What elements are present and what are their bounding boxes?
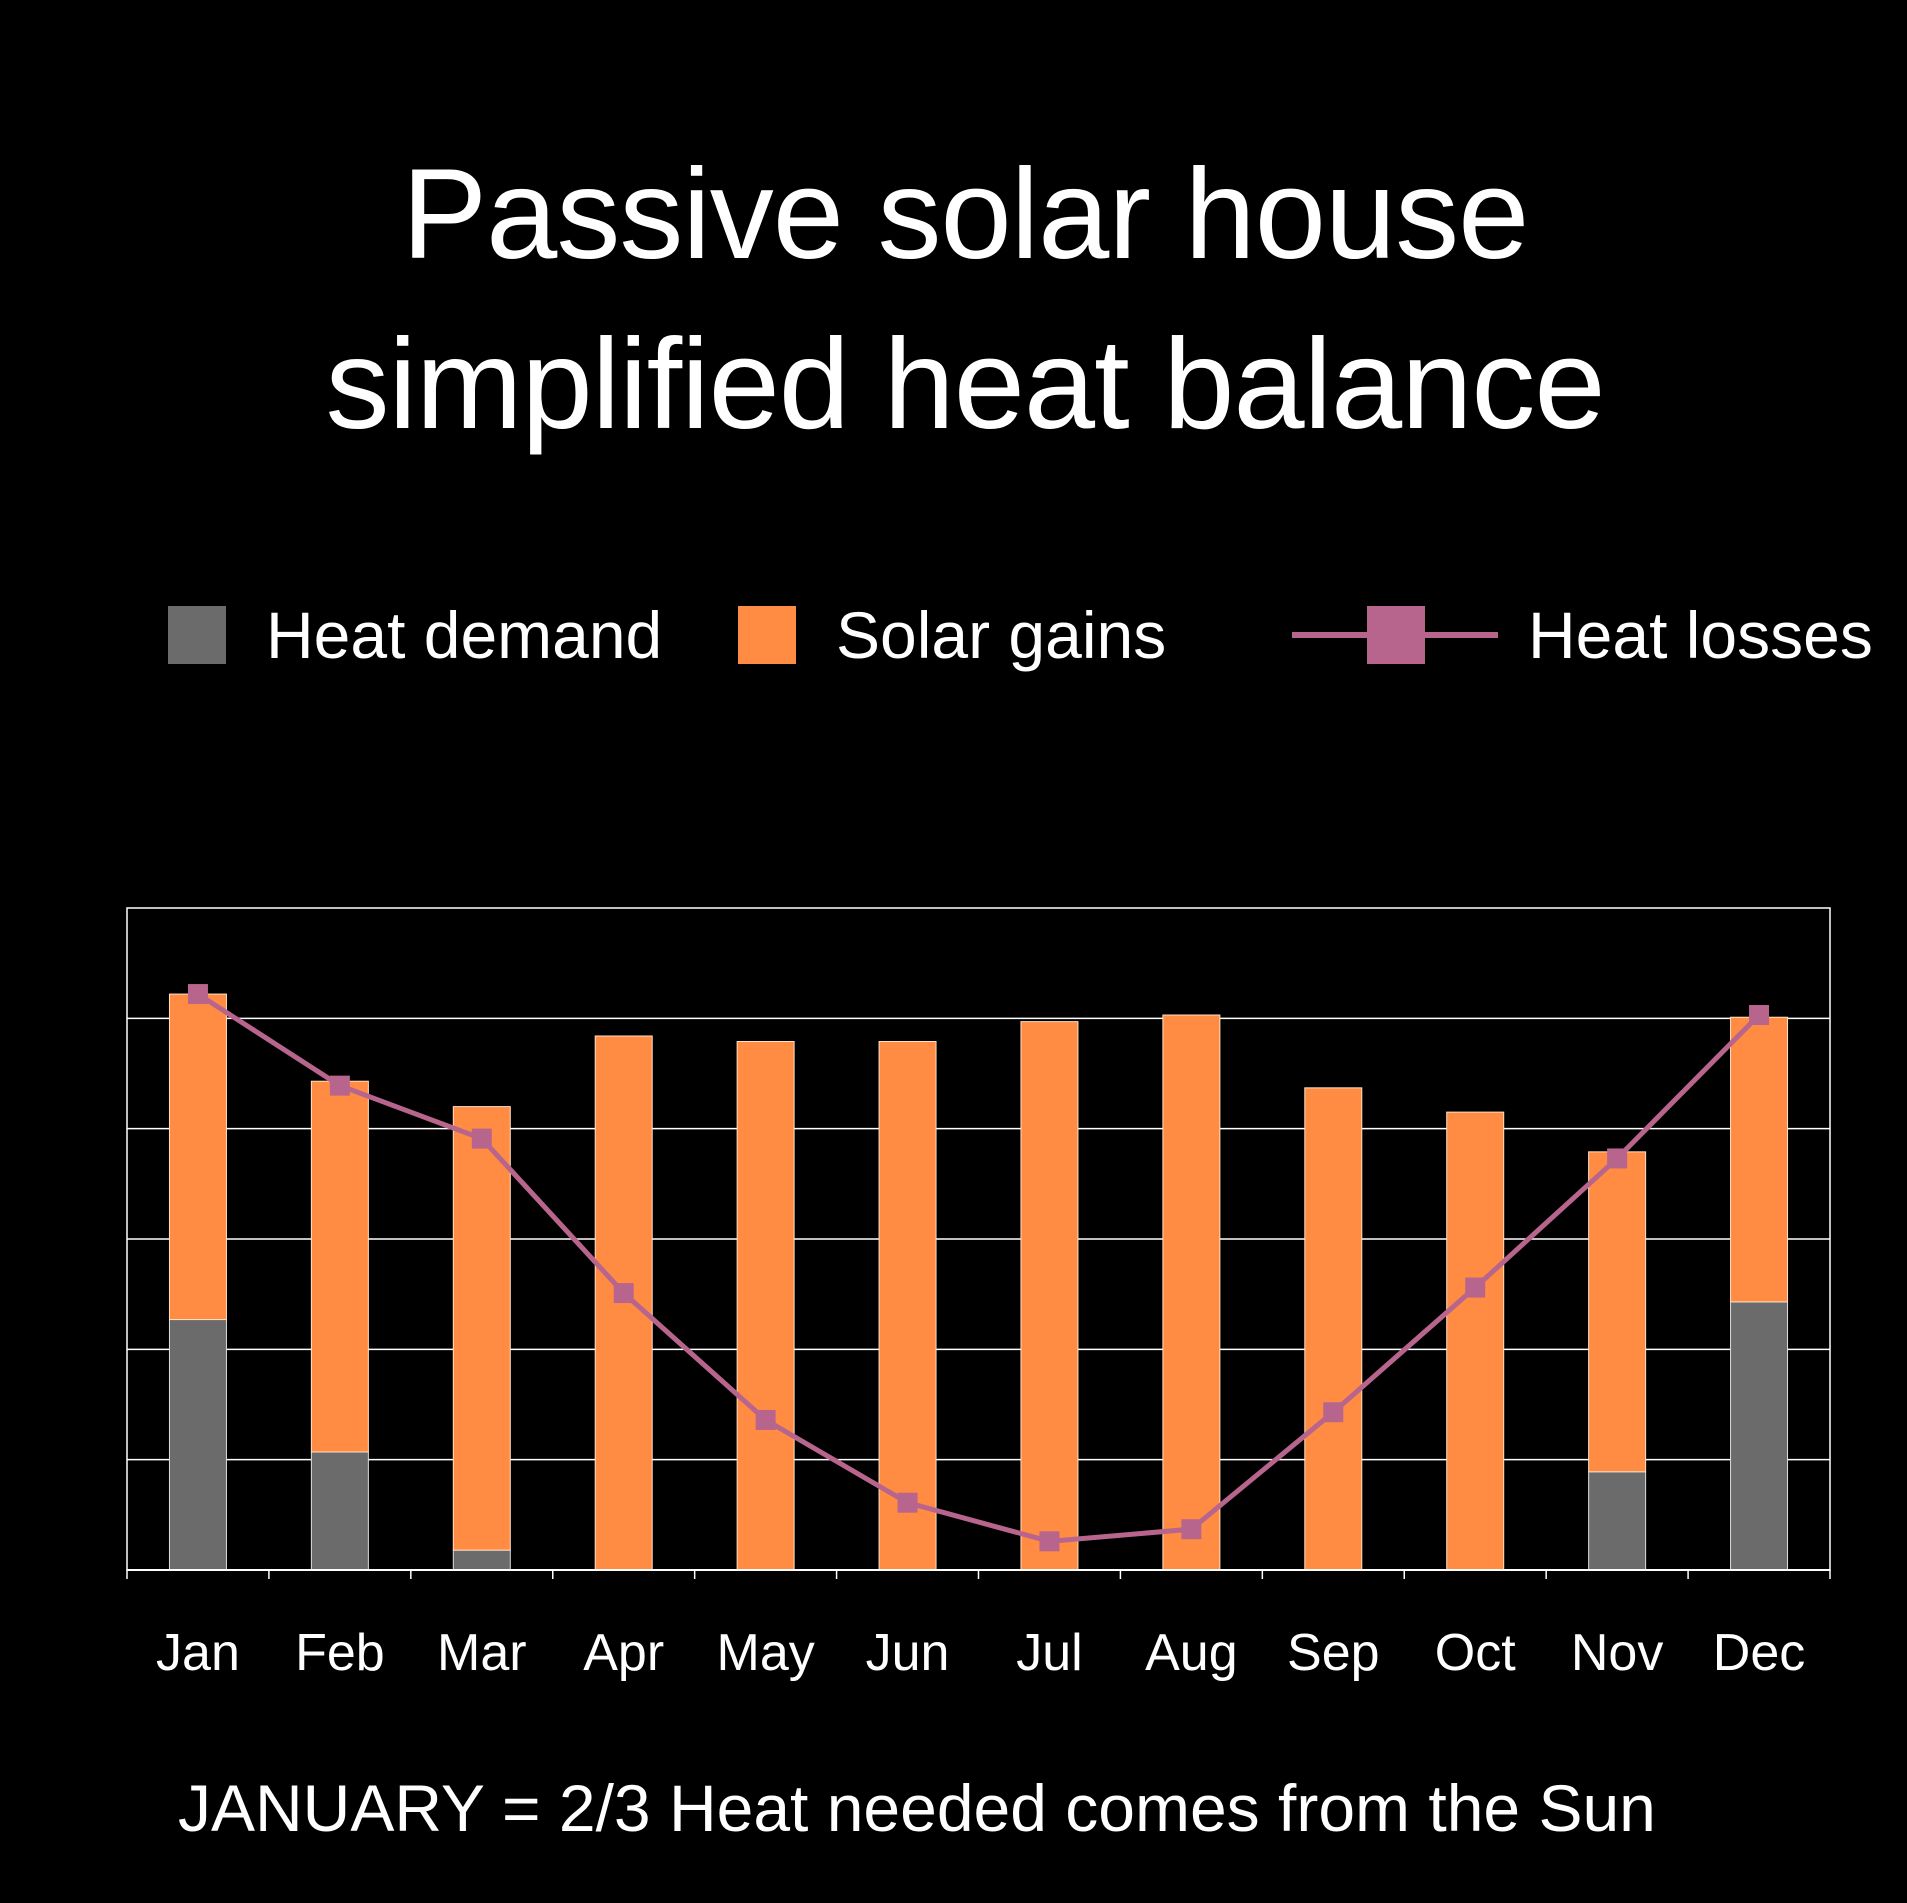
x-tick-label-aug: Aug [1145,1624,1238,1682]
x-axis: Jan Feb Mar Apr May Jun Jul Aug Sep Oct Nov Dec [126,1569,1831,1682]
heat-losses-polyline [196,991,1761,1544]
solar-gains-bar-oct [1446,1111,1505,1571]
title-line-2: simplified heat balance [325,313,1605,456]
heat-losses-point-apr [613,1283,634,1304]
heat-demand-bar-jan [168,1319,227,1571]
x-tick-label-jan: Jan [156,1624,240,1682]
heat-losses-point-nov [1607,1148,1628,1169]
x-tick-label-may: May [717,1624,815,1682]
solar-gains-bar-jul [1020,1021,1079,1571]
heat-losses-point-jun [897,1492,918,1513]
solar-gains-bar-jan [168,993,227,1321]
heat-losses-point-jul [1039,1531,1060,1552]
solar-gains-bar-sep [1304,1087,1363,1571]
solar-gains-bar-aug [1162,1014,1221,1571]
heat-demand-bar-mar [452,1549,511,1571]
legend-label-heat-demand: Heat demand [266,598,663,672]
heat-losses-line-sample [1292,606,1498,664]
legend-item-heat-demand: Heat demand [168,590,662,680]
heat-demand-swatch [168,606,226,664]
heat-losses-point-aug [1181,1519,1202,1540]
legend-label-heat-losses: Heat losses [1528,598,1873,672]
x-tick-label-jun: Jun [866,1624,950,1682]
title-line-1: Passive solar house [401,143,1530,286]
solar-gains-bar-mar [452,1106,511,1551]
heat-losses-point-dec [1749,1005,1770,1026]
x-tick-label-apr: Apr [583,1624,664,1682]
solar-gains-bar-dec [1730,1016,1789,1303]
solar-gains-swatch [738,606,796,664]
x-tick-label-nov: Nov [1571,1624,1663,1682]
x-tick-label-sep: Sep [1287,1624,1380,1682]
solar-gains-bar-may [736,1041,795,1571]
x-tick-label-jul: Jul [1016,1624,1082,1682]
heat-demand-bar-nov [1588,1471,1647,1571]
grid [126,907,1831,1571]
heat-losses-point-oct [1465,1277,1486,1298]
solar-gains-bar-nov [1588,1151,1647,1473]
x-tick-label-mar: Mar [437,1624,527,1682]
heat-losses-point-feb [329,1075,350,1096]
heat-balance-chart: Jan Feb Mar Apr May Jun Jul Aug Sep Oct Nov Dec [126,907,1831,1682]
heat-demand-bar-feb [310,1451,369,1571]
legend-item-heat-losses: Heat losses [1290,590,1873,680]
heat-losses-point-may [755,1409,776,1430]
heat-losses-line [187,984,1770,1552]
x-tick-label-feb: Feb [295,1624,385,1682]
solar-gains-bar-jun [878,1041,937,1571]
chart-title: Passive solar house simplified heat bala… [0,130,1907,470]
heat-losses-point-mar [471,1128,492,1149]
heat-losses-point-jan [187,984,208,1005]
footnote: JANUARY = 2/3 Heat needed comes from the… [178,1771,1656,1845]
solar-gains-bar-feb [310,1080,369,1453]
heat-losses-point-sep [1323,1402,1344,1423]
x-tick-label-oct: Oct [1435,1624,1516,1682]
legend-label-solar-gains: Solar gains [836,598,1167,672]
bars [168,993,1789,1571]
legend-item-solar-gains: Solar gains [738,590,1166,680]
heat-demand-bar-dec [1730,1301,1789,1571]
x-tick-label-dec: Dec [1713,1624,1805,1682]
legend: Heat demand Solar gains Heat losses [0,590,1907,680]
